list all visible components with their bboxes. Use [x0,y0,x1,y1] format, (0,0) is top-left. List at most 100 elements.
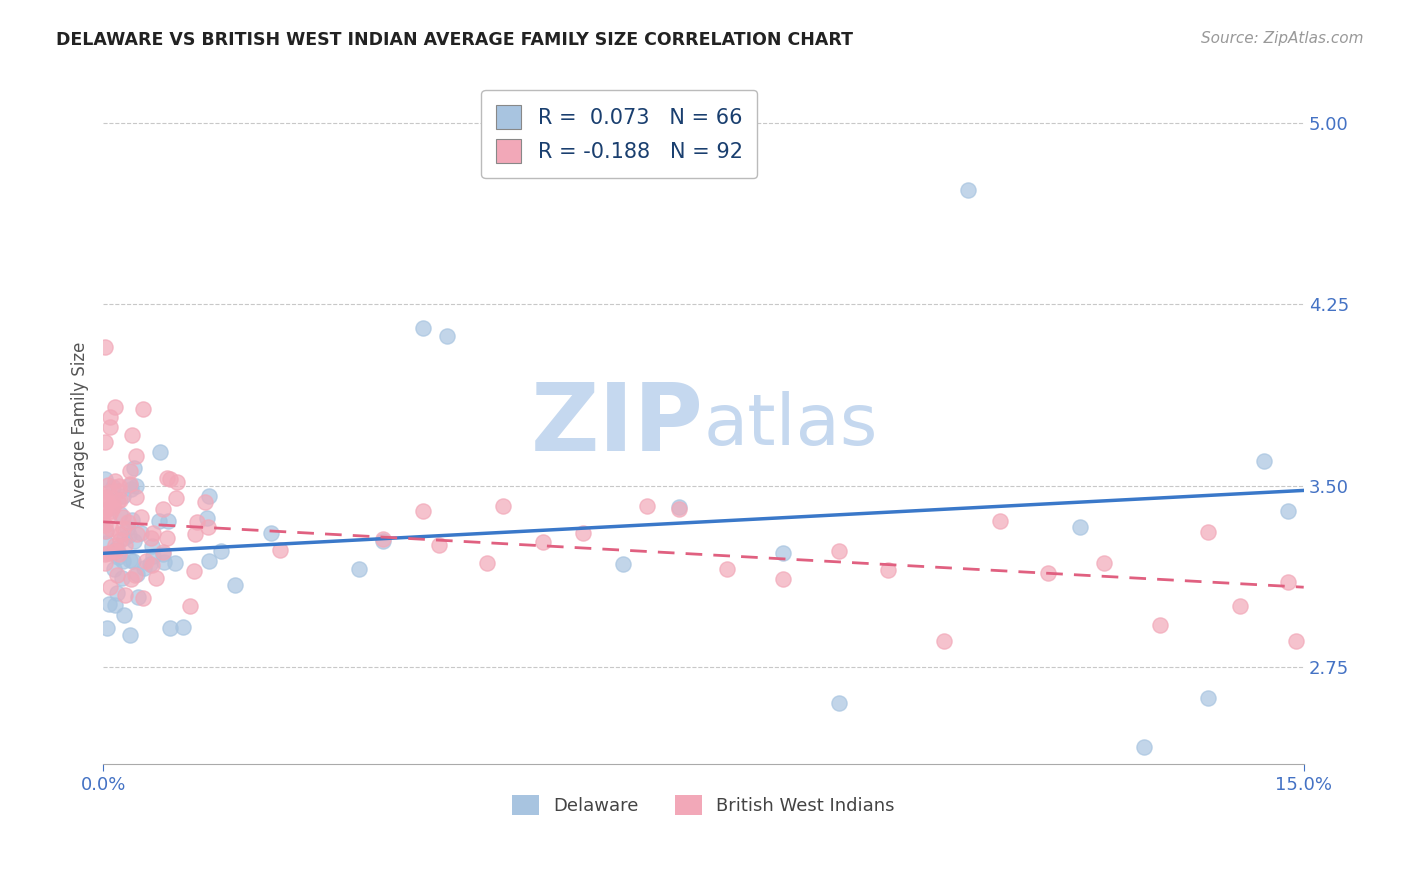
Point [107,549,129,564]
Point [112,521,135,535]
Point [120,478,142,492]
Point [105,586,128,600]
Text: Source: ZipAtlas.com: Source: ZipAtlas.com [1201,31,1364,46]
Point [112,531,135,545]
Point [93,340,115,354]
Point [108,479,131,493]
Point [98,581,121,595]
Point [135,553,157,567]
Point [103,480,125,494]
Point [98,598,121,612]
Point [1277,504,1299,518]
Point [636,499,658,513]
Point [194,494,217,508]
Point [156,471,179,485]
Point [112,489,135,503]
Point [97,478,120,492]
Point [1253,454,1275,468]
Point [118,477,141,491]
Point [107,494,129,508]
Point [149,445,172,459]
Point [94,491,117,505]
Point [572,525,595,540]
Point [152,547,174,561]
Point [131,401,153,416]
Point [110,533,132,547]
Point [94,492,117,507]
Point [108,547,131,561]
Point [96,492,118,507]
Y-axis label: Average Family Size: Average Family Size [72,342,89,508]
Point [159,472,181,486]
Point [828,544,851,558]
Point [412,504,434,518]
Point [531,535,554,549]
Point [179,599,201,613]
Point [112,554,135,568]
Point [94,524,117,539]
Point [93,503,115,517]
Point [120,482,142,496]
Point [93,504,115,518]
Point [772,572,794,586]
Point [183,564,205,578]
Point [373,532,395,546]
Point [1277,575,1299,590]
Point [117,515,139,529]
Point [152,502,174,516]
Point [96,621,118,635]
Point [125,490,148,504]
Point [97,546,120,560]
Point [132,591,155,605]
Point [141,532,163,546]
Point [122,461,145,475]
Point [103,544,125,558]
Point [1149,617,1171,632]
Point [508,140,530,154]
Point [127,591,149,605]
Point [125,526,148,541]
Point [716,562,738,576]
Point [477,556,499,570]
Point [129,510,152,524]
Point [132,561,155,575]
Point [101,497,124,511]
Point [103,562,125,576]
Point [772,546,794,560]
Point [197,519,219,533]
Point [412,321,434,335]
Point [96,536,118,550]
Point [612,557,634,571]
Point [163,556,186,570]
Point [436,328,458,343]
Point [988,514,1011,528]
Point [93,435,115,450]
Point [184,527,207,541]
Point [186,516,208,530]
Point [93,518,115,533]
Point [668,502,690,516]
Point [828,696,851,710]
Point [108,484,131,499]
Point [1285,634,1308,648]
Point [127,567,149,582]
Point [148,514,170,528]
Point [260,525,283,540]
Point [152,545,174,559]
Point [153,556,176,570]
Point [155,531,177,545]
Point [349,562,371,576]
Point [125,450,148,464]
Point [120,572,142,586]
Point [101,500,124,515]
Point [104,400,127,414]
Point [1132,739,1154,754]
Point [93,557,115,571]
Point [172,619,194,633]
Point [198,489,221,503]
Point [108,507,131,521]
Point [114,538,136,552]
Point [1069,520,1091,534]
Point [1092,556,1115,570]
Point [105,567,128,582]
